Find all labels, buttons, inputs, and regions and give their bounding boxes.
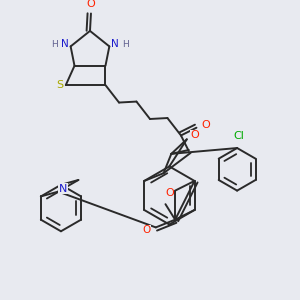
Text: O: O <box>87 0 95 9</box>
Text: N: N <box>59 184 67 194</box>
Text: O: O <box>202 120 211 130</box>
Text: N: N <box>111 40 119 50</box>
Text: Cl: Cl <box>234 131 244 141</box>
Text: H: H <box>122 40 129 49</box>
Text: O: O <box>165 188 174 198</box>
Text: S: S <box>56 80 64 90</box>
Text: O: O <box>190 130 199 140</box>
Text: O: O <box>142 225 150 235</box>
Text: H: H <box>51 40 58 49</box>
Text: N: N <box>61 40 69 50</box>
